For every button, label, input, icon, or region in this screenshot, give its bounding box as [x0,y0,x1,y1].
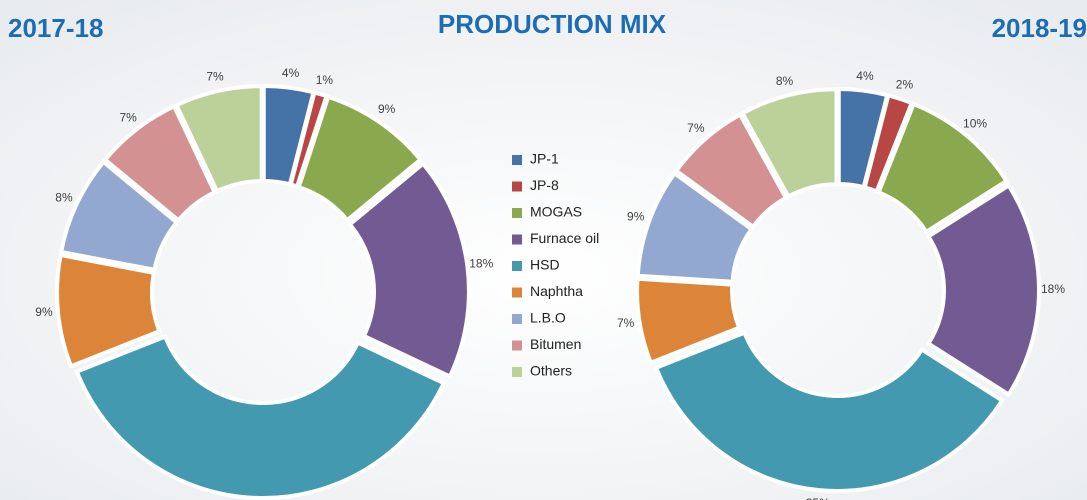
donut-slice [635,276,742,366]
data-label: 9% [35,305,53,319]
data-label: 7% [617,316,635,330]
legend-label: L.B.O [530,310,566,326]
data-label: 2% [896,78,914,92]
page-title: PRODUCTION MIX [438,9,667,39]
legend-swatch [512,367,522,377]
data-label: 4% [282,66,300,80]
data-label: 8% [55,191,73,205]
donut-slice [296,94,424,223]
data-label: 8% [776,74,794,88]
data-label: 1% [316,73,334,87]
legend-label: HSD [530,257,560,273]
data-label: 18% [1041,282,1065,296]
donut-slice [173,84,264,194]
legend-swatch [512,287,522,298]
donut-slice [739,87,839,200]
donut-slice [635,170,755,284]
legend-swatch [512,340,522,351]
donut-slice [74,334,447,500]
legend-label: Others [530,363,572,379]
legend-swatch [512,208,522,218]
donut-slice [102,103,218,224]
data-label: 4% [856,69,874,83]
data-label: 10% [963,117,987,131]
donut-slice [876,101,1010,235]
legend-label: JP-1 [530,151,559,167]
legend-swatch [512,155,522,165]
legend-swatch [512,181,522,192]
chart-title: 2017-18 [8,13,103,43]
legend-swatch [512,314,522,324]
donut-slice [55,252,162,369]
legend-label: MOGAS [530,204,582,220]
donut-slice [925,182,1041,398]
chart-title: 2018-19 [992,13,1087,43]
data-label: 7% [206,69,224,83]
legend-label: Bitumen [530,336,581,352]
legend-swatch [512,234,522,245]
legend-swatch [512,261,522,271]
legend-label: Furnace oil [530,230,599,246]
donut-slice [862,92,915,194]
data-label: 7% [119,110,137,124]
data-label: 35% [806,496,830,500]
data-label: 9% [627,209,645,223]
donut-slice [58,159,180,273]
data-label: 9% [378,102,396,116]
legend-label: Naphtha [530,283,583,299]
donut-slice [653,330,1005,493]
donut-slice [673,111,789,230]
donut-slice [347,160,471,380]
legend-label: JP-8 [530,177,559,193]
data-label: 18% [469,257,493,271]
data-label: 7% [687,121,705,135]
